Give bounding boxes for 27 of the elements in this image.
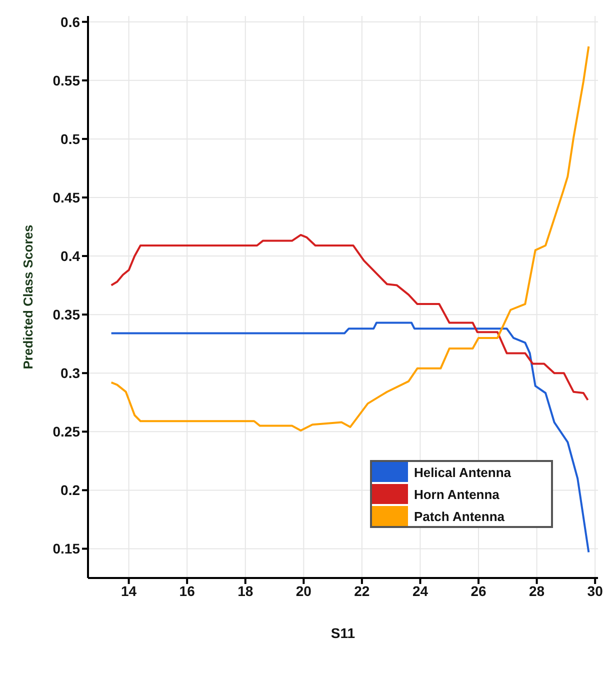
y-tick-label: 0.2 bbox=[60, 482, 80, 498]
x-tick-label: 26 bbox=[470, 582, 487, 599]
y-tick-label: 0.25 bbox=[52, 424, 80, 440]
x-tick-label: 14 bbox=[121, 582, 137, 599]
line-series bbox=[110, 322, 590, 554]
legend-label: Horn Antenna bbox=[412, 486, 500, 502]
x-tick-label: 16 bbox=[179, 582, 196, 599]
line-series bbox=[110, 234, 589, 402]
legend-label: Patch Antenna bbox=[412, 508, 506, 524]
x-tick-label: 28 bbox=[529, 582, 545, 599]
line-series bbox=[110, 45, 590, 432]
y-tick-label: 0.5 bbox=[60, 130, 80, 147]
y-tick-label: 0.45 bbox=[52, 189, 80, 206]
y-tick-label: 0.55 bbox=[52, 72, 80, 88]
x-axis-title: S11 bbox=[330, 625, 356, 641]
y-tick-label: 0.35 bbox=[52, 306, 80, 323]
y-tick-label: 0.4 bbox=[60, 248, 80, 264]
x-tick-label: 22 bbox=[354, 582, 370, 599]
x-tick-label: 30 bbox=[587, 582, 604, 599]
y-tick-label: 0.15 bbox=[52, 540, 80, 557]
x-tick-label: 20 bbox=[296, 582, 312, 599]
y-axis-title: Predicted Class Scores bbox=[20, 224, 36, 370]
y-tick-label: 0.3 bbox=[60, 365, 80, 382]
y-tick-label: 0.6 bbox=[60, 14, 80, 30]
x-tick-label: 18 bbox=[238, 582, 254, 599]
legend-label: Helical Antenna bbox=[412, 464, 512, 480]
x-tick-label: 24 bbox=[412, 582, 428, 599]
